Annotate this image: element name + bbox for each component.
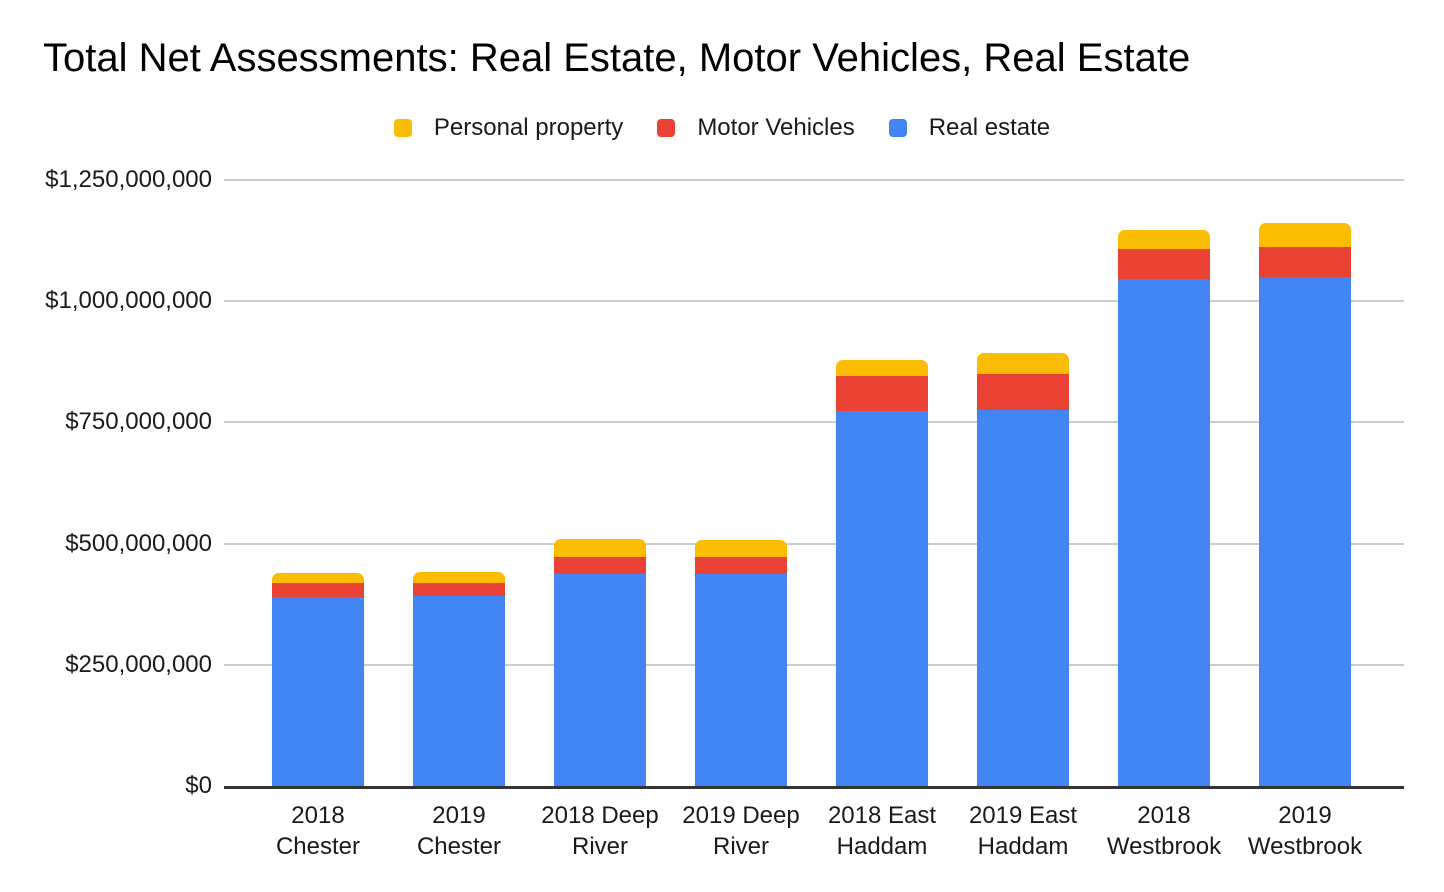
- x-axis-category-label: 2018 Chester: [238, 800, 398, 862]
- x-axis-category-label: 2019 East Haddam: [943, 800, 1103, 862]
- bar-segment-motor-vehicles[interactable]: [836, 376, 928, 411]
- y-axis-tick-label: $250,000,000: [65, 651, 212, 678]
- x-axis-category-label-line: 2019 East: [968, 802, 1078, 829]
- y-axis-tick-label: $500,000,000: [65, 530, 212, 557]
- x-axis-category-label: 2018 East Haddam: [802, 800, 962, 862]
- bar-segment-real-estate[interactable]: [1259, 277, 1351, 786]
- bar-segment-personal-property[interactable]: [1118, 230, 1210, 249]
- bar-segment-personal-property[interactable]: [695, 540, 787, 557]
- x-axis-category-label-line: 2018 Deep: [541, 802, 659, 829]
- x-axis-category-label-line: Chester: [416, 833, 502, 860]
- x-axis-category-label: 2019 Westbrook: [1225, 800, 1385, 862]
- x-axis-category-label-line: River: [712, 833, 769, 860]
- x-axis-category-label: 2018 Deep River: [520, 800, 680, 862]
- y-axis-tick-label: $1,250,000,000: [45, 166, 212, 193]
- bar-segment-motor-vehicles[interactable]: [413, 582, 505, 596]
- bar-segment-personal-property[interactable]: [977, 353, 1069, 374]
- bar-segment-real-estate[interactable]: [272, 597, 364, 786]
- y-axis-tick-label: $0: [185, 772, 212, 799]
- x-axis-line: [224, 786, 1404, 789]
- bar-segment-real-estate[interactable]: [1118, 279, 1210, 786]
- bar-segment-real-estate[interactable]: [977, 410, 1069, 786]
- x-axis-category-label-line: 2019 Deep: [682, 802, 800, 829]
- y-axis-tick-label: $1,000,000,000: [45, 287, 212, 314]
- x-axis-category-label-line: 2018: [291, 802, 345, 829]
- legend-swatch-motor-vehicles: [657, 119, 676, 137]
- gridline: [224, 300, 1404, 302]
- x-axis-category-label-line: Haddam: [977, 833, 1069, 860]
- bar-segment-motor-vehicles[interactable]: [977, 374, 1069, 410]
- gridline: [224, 179, 1404, 181]
- x-axis-category-label-line: Westbrook: [1106, 833, 1222, 860]
- bar-segment-personal-property[interactable]: [1259, 223, 1351, 247]
- bar-segment-real-estate[interactable]: [695, 574, 787, 786]
- x-axis-category-label: 2019 Deep River: [661, 800, 821, 862]
- y-axis-tick-label: $750,000,000: [65, 408, 212, 435]
- x-axis-category-label: 2018 Westbrook: [1084, 800, 1244, 862]
- legend-item-label: Personal property: [433, 114, 624, 141]
- legend-item-label: Real estate: [928, 114, 1051, 141]
- x-axis-category-label-line: Westbrook: [1247, 833, 1363, 860]
- legend-item-personal-property[interactable]: Personal property: [393, 114, 624, 142]
- bar-segment-real-estate[interactable]: [413, 596, 505, 786]
- legend: Personal property Motor Vehicles Real esta…: [0, 110, 1444, 146]
- gridline: [224, 543, 1404, 545]
- x-axis-category-label-line: Haddam: [836, 833, 928, 860]
- bar-segment-motor-vehicles[interactable]: [695, 557, 787, 574]
- x-axis-category-label-line: Chester: [275, 833, 361, 860]
- legend-swatch-real-estate: [888, 119, 907, 137]
- legend-item-motor-vehicles[interactable]: Motor Vehicles: [657, 114, 855, 142]
- legend-item-label: Motor Vehicles: [697, 114, 855, 141]
- bar-segment-motor-vehicles[interactable]: [554, 557, 646, 574]
- bar-segment-motor-vehicles[interactable]: [272, 583, 364, 597]
- bar-segment-motor-vehicles[interactable]: [1118, 249, 1210, 279]
- gridline: [224, 664, 1404, 666]
- chart-title: Total Net Assessments: Real Estate, Moto…: [43, 36, 1191, 80]
- x-axis-category-label: 2019 Chester: [379, 800, 539, 862]
- bar-segment-personal-property[interactable]: [413, 572, 505, 583]
- bar-segment-personal-property[interactable]: [836, 360, 928, 376]
- legend-swatch-personal-property: [393, 119, 412, 137]
- bar-segment-real-estate[interactable]: [836, 411, 928, 786]
- gridline: [224, 421, 1404, 423]
- bar-segment-personal-property[interactable]: [554, 539, 646, 557]
- legend-item-real-estate[interactable]: Real estate: [888, 114, 1051, 142]
- x-axis-category-label-line: River: [571, 833, 628, 860]
- bar-segment-personal-property[interactable]: [272, 573, 364, 583]
- bar-segment-motor-vehicles[interactable]: [1259, 247, 1351, 277]
- x-axis-category-label-line: 2019: [1278, 802, 1332, 829]
- x-axis-category-label-line: 2018: [1137, 802, 1191, 829]
- x-axis-category-label-line: 2018 East: [827, 802, 937, 829]
- bar-segment-real-estate[interactable]: [554, 574, 646, 786]
- x-axis-category-label-line: 2019: [432, 802, 486, 829]
